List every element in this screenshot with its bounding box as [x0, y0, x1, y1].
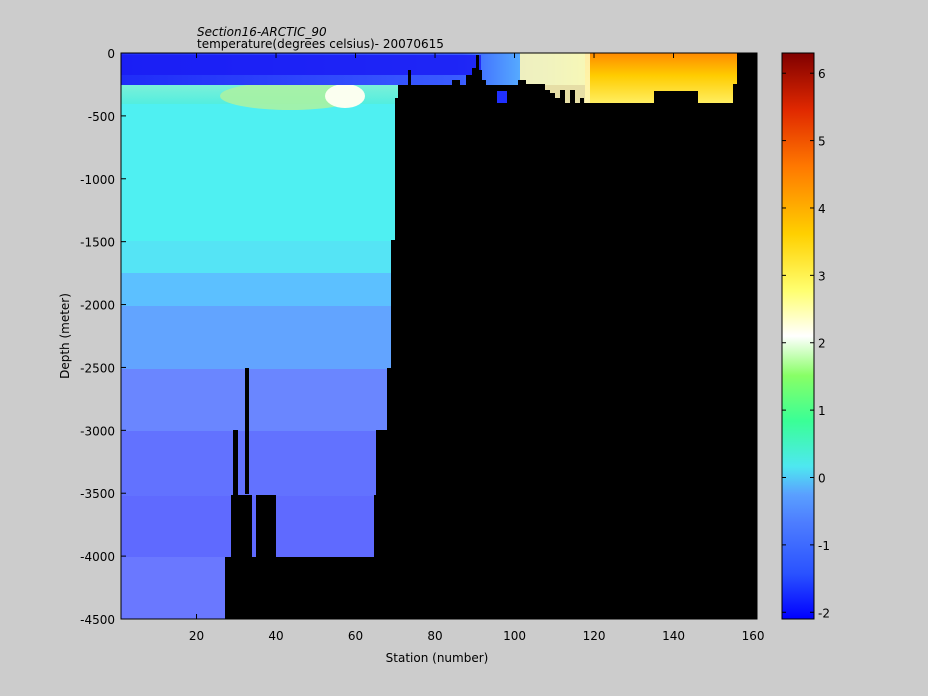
- colorbar: [782, 53, 814, 619]
- water-layer-1500-1750: [121, 240, 395, 273]
- water-layer-2500-3000: [121, 368, 245, 431]
- colorbar-axis: -2 -1 0 1 2 3 4 5 6: [782, 67, 830, 620]
- colorbar-tick-label: 1: [818, 404, 826, 418]
- colorbar-tick-label: 2: [818, 337, 826, 351]
- colorbar-frame: [781, 52, 815, 620]
- surface-cold-band: [121, 55, 481, 75]
- water-layer-300-1500: [121, 90, 398, 241]
- y-tick-label: -4500: [80, 613, 115, 627]
- water-layer-3000-3500-b: [238, 430, 376, 496]
- x-axis: 20 40 60 80 100 120 140 160: [189, 53, 765, 643]
- colorbar-tick-label: 6: [818, 67, 826, 81]
- chart-title-line2: temperature(degrees celsius)- 20070615: [197, 37, 444, 51]
- plot-frame: [120, 52, 758, 620]
- y-tick-label: -1000: [80, 173, 115, 187]
- colorbar-tick-label: -2: [818, 606, 830, 620]
- colorbar-tick-label: 4: [818, 202, 826, 216]
- y-tick-label: -1500: [80, 236, 115, 250]
- water-layer-2500-3000-b: [249, 368, 387, 431]
- water-layer-2000-2500: [121, 305, 391, 369]
- y-tick-label: -4000: [80, 550, 115, 564]
- atlantic-layer-core: [325, 84, 365, 108]
- x-tick-label: 160: [742, 629, 765, 643]
- x-tick-label: 140: [662, 629, 685, 643]
- water-layer-1750-2000: [121, 272, 391, 306]
- x-tick-label: 120: [583, 629, 606, 643]
- x-tick-label: 100: [503, 629, 526, 643]
- section-heatmap: [121, 53, 757, 619]
- water-layer-3000-3500: [121, 430, 233, 496]
- y-axis: 0 -500 -1000 -1500 -2000 -2500 -3000 -3500 -4000…: [80, 47, 757, 627]
- bathymetry-mask: [225, 53, 757, 619]
- y-tick-label: -500: [88, 110, 115, 124]
- x-tick-label: 80: [427, 629, 442, 643]
- y-tick-label: -2000: [80, 299, 115, 313]
- cold-pocket: [497, 91, 507, 103]
- colorbar-tick-label: -1: [818, 539, 830, 553]
- colorbar-tick-label: 3: [818, 269, 826, 283]
- y-tick-label: 0: [107, 47, 115, 61]
- x-tick-label: 40: [268, 629, 283, 643]
- chart-title-line1: Section16-ARCTIC_90: [197, 25, 327, 39]
- y-axis-label: Depth (meter): [58, 293, 72, 379]
- y-tick-label: -2500: [80, 361, 115, 375]
- water-layer-3500-4000: [121, 495, 233, 557]
- colorbar-tick-label: 5: [818, 135, 826, 149]
- y-tick-label: -3000: [80, 424, 115, 438]
- y-tick-label: -3500: [80, 487, 115, 501]
- x-axis-label: Station (number): [386, 651, 489, 665]
- x-tick-label: 20: [189, 629, 204, 643]
- atlantic-layer-green: [220, 82, 360, 110]
- colorbar-tick-label: 0: [818, 472, 826, 486]
- water-layer-4000-4500: [121, 556, 225, 619]
- x-tick-label: 60: [348, 629, 363, 643]
